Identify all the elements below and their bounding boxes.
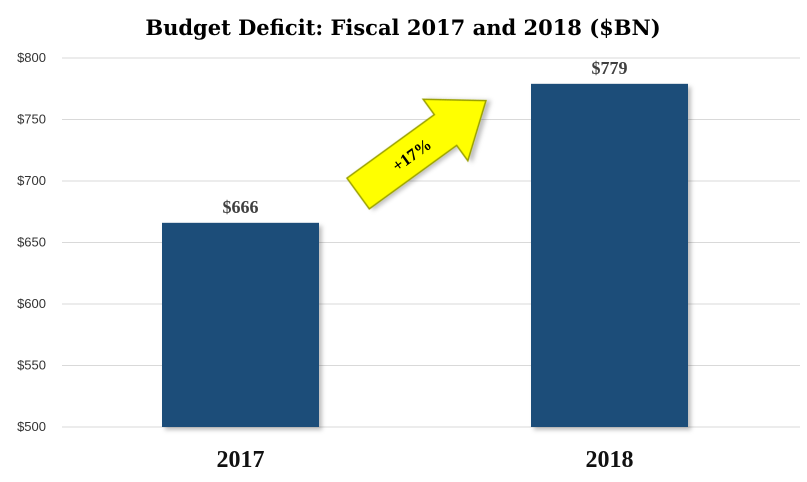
x-axis: 2017 2018 — [217, 447, 634, 473]
arrow-body — [345, 98, 487, 210]
data-label: $666 — [223, 197, 259, 217]
data-label: $779 — [592, 58, 628, 78]
bar-2017 — [162, 222, 319, 427]
bars — [162, 83, 688, 427]
y-tick-label: $750 — [17, 112, 46, 127]
chart-title: Budget Deficit: Fiscal 2017 and 2018 ($B… — [145, 15, 660, 40]
y-tick-label: $650 — [17, 235, 46, 250]
growth-arrow: +17% — [345, 98, 487, 210]
y-tick-label: $700 — [17, 173, 46, 188]
y-tick-label: $500 — [17, 419, 46, 434]
x-tick-label: 2017 — [217, 447, 265, 473]
x-tick-label: 2018 — [586, 447, 634, 473]
y-tick-label: $600 — [17, 296, 46, 311]
y-axis: $500 $550 $600 $650 $700 $750 $800 — [17, 50, 46, 434]
y-tick-label: $800 — [17, 50, 46, 65]
arrow-shape: +17% — [345, 98, 487, 210]
bar-2018 — [531, 83, 688, 427]
data-labels: $666 $779 — [223, 58, 628, 217]
y-tick-label: $550 — [17, 358, 46, 373]
